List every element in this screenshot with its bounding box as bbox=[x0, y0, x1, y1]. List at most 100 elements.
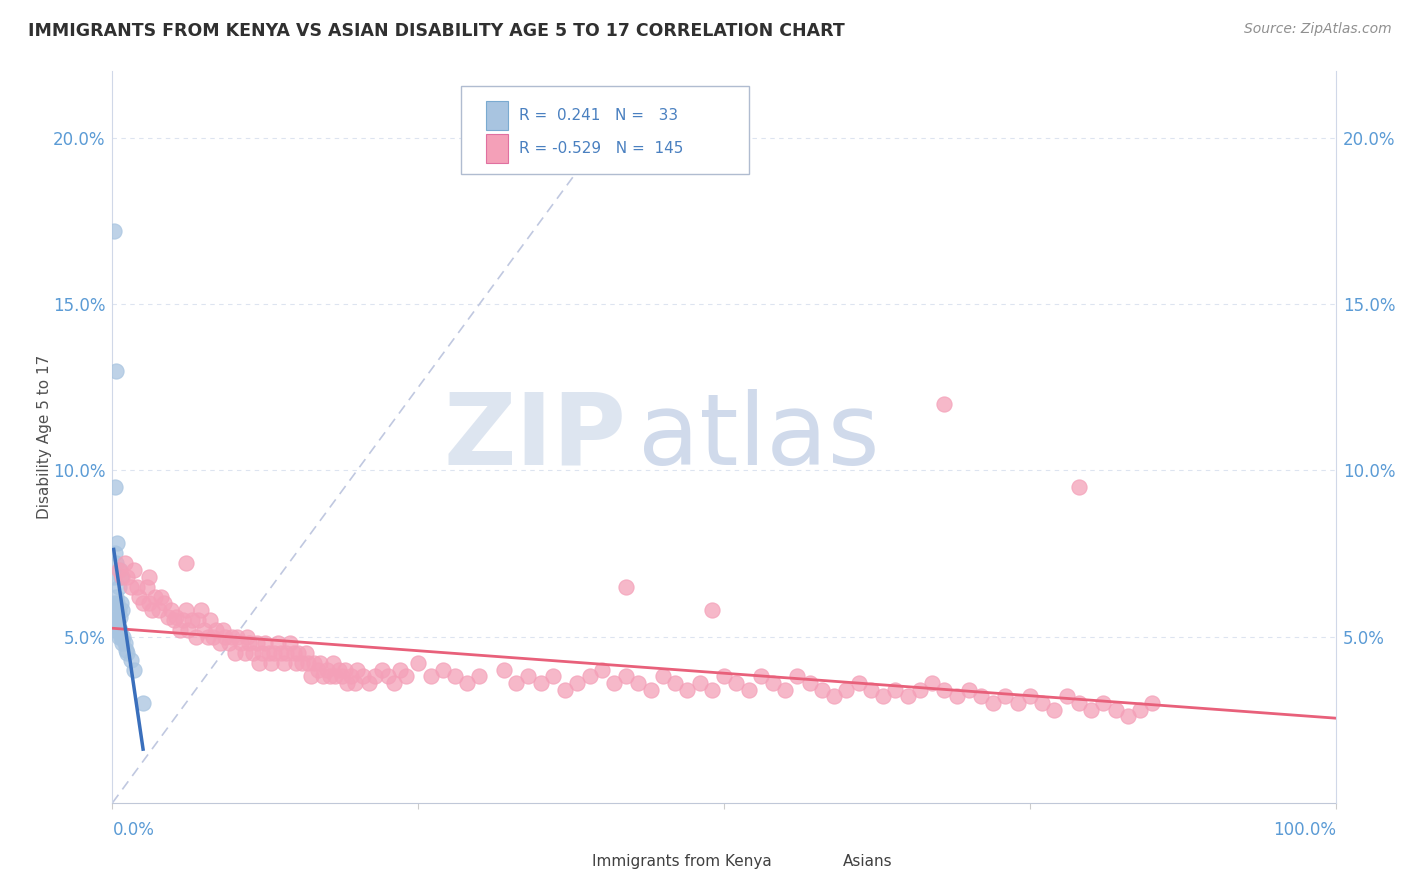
Point bbox=[664, 676, 686, 690]
Point bbox=[108, 609, 131, 624]
Point bbox=[132, 696, 155, 710]
Point bbox=[103, 613, 125, 627]
Point bbox=[676, 682, 699, 697]
Y-axis label: Disability Age 5 to 17: Disability Age 5 to 17 bbox=[37, 355, 52, 519]
Point bbox=[138, 596, 160, 610]
Point bbox=[165, 609, 187, 624]
Point bbox=[762, 676, 785, 690]
Point bbox=[200, 613, 222, 627]
Point bbox=[150, 590, 173, 604]
Point bbox=[111, 570, 134, 584]
Point bbox=[104, 480, 127, 494]
Point bbox=[775, 682, 797, 697]
Point bbox=[132, 596, 155, 610]
Point bbox=[254, 636, 277, 650]
Point bbox=[299, 669, 322, 683]
Point bbox=[640, 682, 662, 697]
Point bbox=[322, 656, 344, 670]
Point bbox=[1142, 696, 1164, 710]
Point bbox=[287, 646, 309, 660]
Point bbox=[124, 663, 146, 677]
Point bbox=[143, 590, 166, 604]
Point bbox=[1080, 703, 1102, 717]
Point bbox=[848, 676, 870, 690]
Point bbox=[505, 676, 527, 690]
Point bbox=[395, 669, 418, 683]
Point bbox=[419, 669, 441, 683]
Point bbox=[141, 603, 163, 617]
Point bbox=[184, 630, 207, 644]
Point bbox=[377, 669, 399, 683]
Point bbox=[103, 224, 125, 238]
Point bbox=[432, 663, 454, 677]
Point bbox=[343, 676, 366, 690]
Point bbox=[105, 596, 128, 610]
Point bbox=[105, 613, 128, 627]
Point bbox=[125, 580, 148, 594]
Point bbox=[297, 656, 319, 670]
Point bbox=[115, 646, 138, 660]
Point bbox=[283, 646, 305, 660]
Point bbox=[554, 682, 576, 697]
Point bbox=[700, 603, 723, 617]
Point bbox=[994, 690, 1017, 704]
Text: 100.0%: 100.0% bbox=[1272, 821, 1336, 839]
Point bbox=[1067, 696, 1090, 710]
Point bbox=[291, 656, 314, 670]
Point bbox=[921, 676, 943, 690]
Point bbox=[187, 613, 209, 627]
Point bbox=[209, 636, 232, 650]
Point bbox=[156, 609, 179, 624]
Point bbox=[1031, 696, 1053, 710]
Point bbox=[614, 580, 637, 594]
Point bbox=[105, 619, 128, 633]
Point bbox=[246, 636, 269, 650]
FancyBboxPatch shape bbox=[553, 848, 583, 874]
Point bbox=[444, 669, 467, 683]
Point bbox=[105, 363, 128, 377]
Point bbox=[163, 613, 186, 627]
Point bbox=[105, 590, 128, 604]
Point bbox=[529, 676, 551, 690]
Point bbox=[957, 682, 980, 697]
Point bbox=[111, 603, 134, 617]
Point bbox=[799, 676, 821, 690]
Point bbox=[408, 656, 430, 670]
Point bbox=[1104, 703, 1126, 717]
Point bbox=[160, 603, 183, 617]
Point bbox=[128, 590, 150, 604]
Point bbox=[108, 563, 131, 577]
Point bbox=[197, 630, 219, 644]
Point bbox=[700, 682, 723, 697]
Point bbox=[388, 663, 411, 677]
Point bbox=[1043, 703, 1066, 717]
Point bbox=[120, 580, 142, 594]
Point bbox=[578, 669, 600, 683]
Point bbox=[172, 613, 194, 627]
Point bbox=[1129, 703, 1152, 717]
Point bbox=[934, 682, 956, 697]
Point bbox=[270, 646, 292, 660]
Point bbox=[238, 636, 260, 650]
Point bbox=[242, 646, 264, 660]
Text: Asians: Asians bbox=[842, 854, 893, 869]
Point bbox=[174, 557, 197, 571]
Point bbox=[278, 636, 301, 650]
Point bbox=[328, 663, 350, 677]
Point bbox=[177, 623, 200, 637]
Point bbox=[307, 663, 329, 677]
Point bbox=[859, 682, 882, 697]
Text: R = -0.529   N =  145: R = -0.529 N = 145 bbox=[519, 141, 683, 156]
Point bbox=[468, 669, 491, 683]
Point bbox=[1067, 480, 1090, 494]
Point bbox=[725, 676, 748, 690]
Point bbox=[107, 630, 129, 644]
Point bbox=[226, 630, 249, 644]
Point bbox=[346, 663, 368, 677]
Point bbox=[312, 669, 335, 683]
Point bbox=[382, 676, 405, 690]
Point bbox=[835, 682, 858, 697]
Point bbox=[492, 663, 515, 677]
Point bbox=[273, 656, 295, 670]
Text: 0.0%: 0.0% bbox=[112, 821, 155, 839]
